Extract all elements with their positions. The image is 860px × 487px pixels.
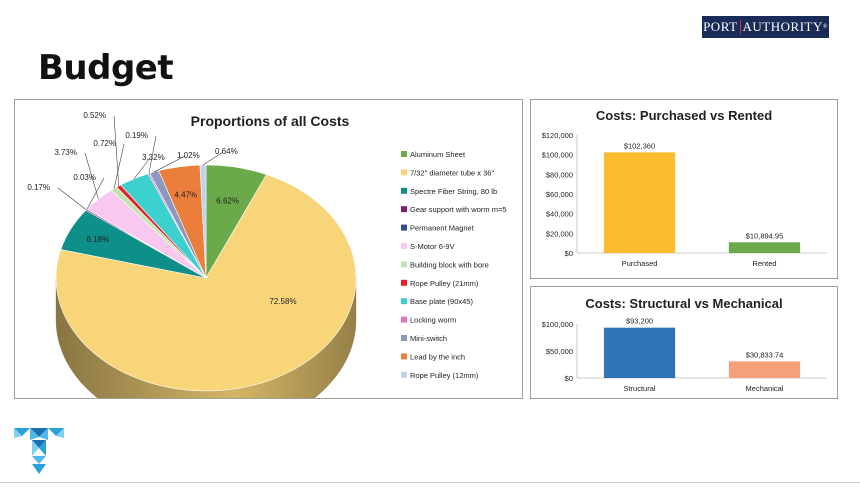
y-tick-label: $0 (565, 374, 573, 383)
bar-data-label: $10,894.95 (746, 231, 784, 240)
y-tick-label: $80,000 (546, 170, 573, 179)
bar (603, 152, 676, 253)
bar (603, 327, 676, 378)
pie-data-label: 3.73% (54, 148, 77, 157)
bar (728, 361, 801, 378)
structural-vs-mechanical-chart: Costs: Structural vs Mechanical $0 $50,000… (542, 296, 827, 393)
y-tick-label: $100,000 (542, 151, 573, 160)
logo-authority-text: AUTHORITY (742, 19, 823, 34)
pie-leader-line (86, 177, 105, 210)
logo-registered-mark: ® (822, 24, 828, 30)
legend-swatch (401, 316, 407, 323)
pie-leader-line (113, 115, 120, 187)
bar-data-label: $93,200 (626, 317, 653, 326)
pie-leader-line (148, 135, 157, 174)
legend-label: Aluminum Sheet (410, 150, 466, 159)
y-tick-label: $100,000 (542, 320, 573, 329)
legend-label: Spectre Fiber String, 80 lb (410, 187, 497, 196)
logo-divider (739, 20, 741, 34)
pie-data-label: 0.19% (125, 131, 148, 140)
pie-leader-line (154, 155, 186, 173)
pie-slice (55, 174, 357, 392)
purchased-vs-rented-panel: Costs: Purchased vs Rented $0 $20,000 $40,0… (530, 99, 838, 279)
y-tick-label: $60,000 (546, 190, 573, 199)
pie-data-label: 0.17% (27, 183, 50, 192)
pie-data-label: 0.64% (215, 147, 238, 156)
legend-swatch (401, 243, 407, 249)
legend-label: Lead by the inch (410, 352, 465, 361)
x-tick-label: Structural (623, 384, 655, 393)
y-tick-label: $0 (565, 249, 573, 258)
pie-chart-title: Proportions of all Costs (191, 113, 350, 129)
page-title: Budget (38, 48, 174, 88)
legend-swatch (401, 187, 407, 194)
legend-swatch (401, 224, 407, 231)
y-tick-label: $120,000 (542, 131, 573, 140)
legend-swatch (401, 169, 407, 176)
pie-slice (199, 164, 207, 279)
bar (728, 242, 801, 253)
pie-data-label: 6.18% (87, 235, 110, 244)
legend-label: Mini-switch (410, 334, 447, 343)
pie-data-label: 0.03% (73, 173, 96, 182)
legend-swatch (401, 298, 407, 305)
pie-data-label: 4.47% (174, 191, 197, 200)
x-tick-label: Rented (752, 259, 776, 268)
y-tick-label: $20,000 (546, 229, 573, 238)
x-tick-label: Purchased (622, 259, 658, 268)
legend-label: Building block with bore (410, 260, 489, 269)
legend-label: S-Motor 6-9V (410, 242, 455, 251)
pie-data-label: 0.72% (93, 139, 116, 148)
y-tick-label: $40,000 (546, 210, 573, 219)
legend-label: 7/32" diameter tube x 36" (410, 168, 494, 177)
pie-chart-panel: Proportions of all Costs 6.62% 72.58% 6.18%… (14, 99, 523, 434)
y-tick-label: $50,000 (546, 347, 573, 356)
legend-label: Permanent Magnet (410, 224, 475, 233)
t-brand-logo-icon (14, 428, 64, 474)
legend-swatch (401, 279, 407, 286)
legend-swatch (401, 261, 407, 268)
legend-label: Gear support with worm m=5 (410, 205, 507, 214)
pie-leader-line (57, 187, 87, 211)
pie-data-label: 3.32% (142, 153, 165, 162)
legend-label: Base plate (90x45) (410, 297, 473, 306)
pie-data-label: 0.52% (83, 111, 106, 120)
logo-port-text: PORT (703, 19, 738, 34)
pie-leader-line (202, 151, 224, 166)
legend-swatch (401, 371, 407, 378)
structural-vs-mechanical-panel: Costs: Structural vs Mechanical $0 $50,000… (530, 286, 838, 399)
legend-swatch (401, 353, 407, 360)
pie-data-label: 72.58% (269, 297, 296, 306)
legend-label: Locking worm (410, 316, 456, 325)
bar-data-label: $102,360 (624, 141, 655, 150)
pie-data-label: 6.62% (216, 197, 239, 206)
bar-chart-title: Costs: Structural vs Mechanical (585, 296, 782, 311)
legend-swatch (401, 151, 407, 157)
footer-divider (0, 482, 860, 483)
bar-data-label: $30,833.74 (746, 350, 784, 359)
pie-chart: Proportions of all Costs 6.62% 72.58% 6.18%… (27, 111, 507, 434)
legend-swatch (401, 206, 407, 213)
pie-leader-line (84, 152, 99, 200)
pie-data-label: 1.02% (177, 151, 200, 160)
legend-label: Rope Pulley (12mm) (410, 371, 479, 380)
x-tick-label: Mechanical (746, 384, 784, 393)
legend-label: Rope Pulley (21mm) (410, 279, 479, 288)
port-authority-logo: PORT AUTHORITY ® (702, 16, 829, 38)
legend-swatch (401, 335, 407, 341)
pie-leader-line (113, 143, 125, 189)
bar-chart-title: Costs: Purchased vs Rented (596, 108, 772, 123)
purchased-vs-rented-chart: Costs: Purchased vs Rented $0 $20,000 $40,0… (542, 108, 827, 268)
pie-leader-line (133, 157, 151, 180)
